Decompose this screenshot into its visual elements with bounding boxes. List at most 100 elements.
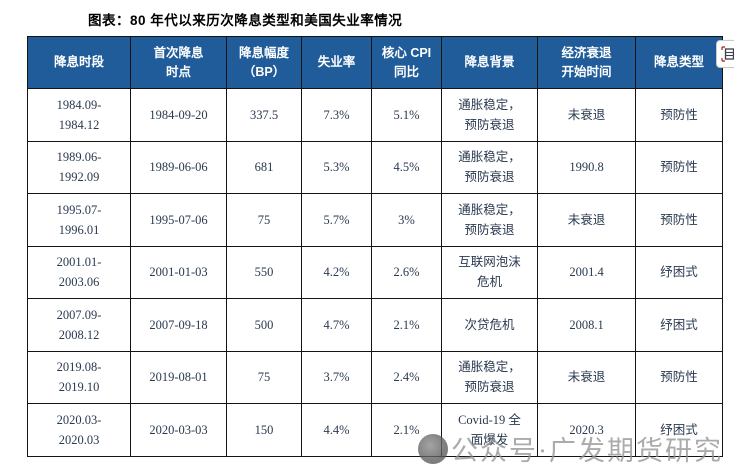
table-cell: 预防性 (635, 193, 723, 247)
table-cell: 5.1% (371, 88, 442, 142)
cell-line: 失业率 (317, 55, 356, 69)
table-cell: 纾困式 (635, 403, 723, 457)
cell-line: 面爆发 (470, 432, 509, 447)
cell-line: 1995.07- (56, 202, 102, 217)
cell-line: 纾困式 (660, 265, 698, 280)
table-cell: 1984.09- 1984.12 (27, 88, 131, 142)
cell-line: 2.6% (393, 265, 420, 280)
column-header: 降息幅度 （BP） (226, 36, 302, 89)
cell-line: 未衰退 (567, 107, 606, 122)
table-row: 1989.06- 1992.09 1989-06-06 681 5.3% 4.5% 通胀稳定… (27, 140, 723, 194)
table-cell: 2001.01- 2003.06 (27, 245, 131, 299)
table-cell: 1995-07-06 (130, 193, 227, 247)
table-cell: 2.1% (371, 298, 442, 352)
table-cell: 2.4% (371, 350, 442, 404)
table-cell: 1989.06- 1992.09 (27, 140, 131, 194)
cell-line: 2020.03- (56, 412, 102, 427)
cell-line: 4.5% (393, 160, 420, 175)
cell-line: 纾困式 (660, 317, 698, 332)
cell-line: 时点 (165, 64, 191, 79)
cell-line: 1989-06-06 (149, 160, 208, 175)
cell-line: 预防衰退 (464, 170, 515, 185)
cell-line: 1995-07-06 (149, 212, 208, 227)
cell-line: 降息幅度 (238, 45, 289, 60)
cell-line: 2019.10 (58, 380, 100, 395)
table-cell: 4.5% (371, 140, 442, 194)
cell-line: 2001.4 (569, 265, 604, 280)
table-cell: 2019.08- 2019.10 (27, 350, 131, 404)
cell-line: 预防性 (660, 212, 698, 227)
table-cell: 75 (226, 350, 302, 404)
cell-line: 5.1% (393, 107, 420, 122)
column-header: 首次降息 时点 (130, 36, 227, 89)
table-cell: 互联网泡沫 危机 (441, 245, 538, 299)
table-cell: 通胀稳定， 预防衰退 (441, 350, 538, 404)
table-row: 2001.01- 2003.06 2001-01-03 550 4.2% 2.6% 互联网泡… (27, 245, 723, 299)
cell-line: 未衰退 (567, 370, 606, 385)
cell-line: 1984-09-20 (149, 107, 208, 122)
table-cell: 2020-03-03 (130, 403, 227, 457)
table-cell: 75 (226, 193, 302, 247)
table-cell: 7.3% (301, 88, 372, 142)
cell-line: 1984.12 (58, 117, 100, 132)
cell-line: 3.7% (323, 370, 350, 385)
cell-line: 2020-03-03 (149, 422, 208, 437)
cell-line: 1984.09- (56, 97, 102, 112)
table-cell: 预防性 (635, 140, 723, 194)
rate-cut-history-table: 降息时段 首次降息 时点 降息幅度 （BP） 失业率 核心 CPI 同比 降息背景 经济衰退 开始时… (27, 36, 723, 457)
table-row: 2020.03- 2020.03 2020-03-03 150 4.4% 2.1% Covi… (27, 403, 723, 457)
cell-line: Covid-19 全 (458, 412, 521, 427)
cell-line: 4.2% (323, 265, 350, 280)
table-cell: 2008.1 (537, 298, 636, 352)
table-cell: 4.2% (301, 245, 372, 299)
cell-line: 550 (254, 265, 274, 280)
cell-line: 互联网泡沫 (458, 255, 521, 270)
table-cell: 次贷危机 (441, 298, 538, 352)
cell-line: 500 (254, 317, 274, 332)
cell-line: 75 (257, 370, 271, 385)
table-cell: 2.6% (371, 245, 442, 299)
cell-line: 2.4% (393, 370, 420, 385)
cell-line: 2019.08- (56, 360, 102, 375)
cell-line: 2008.1 (569, 317, 604, 332)
cell-line: 通胀稳定， (458, 202, 521, 217)
column-header: 失业率 (301, 36, 372, 89)
table-cell: 4.7% (301, 298, 372, 352)
table-cell: 2001.4 (537, 245, 636, 299)
column-header: 经济衰退 开始时间 (537, 36, 636, 89)
table-row: 1995.07- 1996.01 1995-07-06 75 5.7% 3% 通胀稳定， 预防… (27, 193, 723, 247)
table-cell: 预防性 (635, 350, 723, 404)
table-row: 2007.09- 2008.12 2007-09-18 500 4.7% 2.1% 次贷危机… (27, 298, 723, 352)
table-cell: 2007.09- 2008.12 (27, 298, 131, 352)
cell-line: 2020.03 (58, 432, 100, 447)
cell-line: 未衰退 (567, 212, 606, 227)
table-header-row: 降息时段 首次降息 时点 降息幅度 （BP） 失业率 核心 CPI 同比 降息背景 经济衰退 开始时… (27, 36, 723, 89)
cell-line: 同比 (393, 64, 419, 79)
table-cell: 150 (226, 403, 302, 457)
cell-line: 通胀稳定， (458, 150, 521, 165)
cell-line: 1996.01 (58, 222, 100, 237)
cell-line: 经济衰退 (561, 45, 612, 60)
cell-line: 纾困式 (660, 422, 698, 437)
cell-line: 2007.09- (56, 307, 102, 322)
table-cell: 2020.3 (537, 403, 636, 457)
cell-line: 1989.06- (56, 150, 102, 165)
table-cell: 1984-09-20 (130, 88, 227, 142)
table-cell: 通胀稳定， 预防衰退 (441, 140, 538, 194)
table-row: 2019.08- 2019.10 2019-08-01 75 3.7% 2.4% 通胀稳定，… (27, 350, 723, 404)
column-header: 降息背景 (441, 36, 538, 89)
cell-line: 首次降息 (153, 45, 204, 60)
table-cell: 5.7% (301, 193, 372, 247)
column-header: 降息类型 (635, 36, 723, 89)
table-cell: 未衰退 (537, 350, 636, 404)
table-cell: 1990.8 (537, 140, 636, 194)
cell-line: 2008.12 (58, 327, 100, 342)
extension-button[interactable] (716, 40, 734, 68)
table-cell: 500 (226, 298, 302, 352)
cell-line: 预防性 (660, 107, 698, 122)
table-cell: 681 (226, 140, 302, 194)
table-cell: 337.5 (226, 88, 302, 142)
table-cell: 2.1% (371, 403, 442, 457)
table-cell: 2019-08-01 (130, 350, 227, 404)
cell-line: 通胀稳定， (458, 97, 521, 112)
